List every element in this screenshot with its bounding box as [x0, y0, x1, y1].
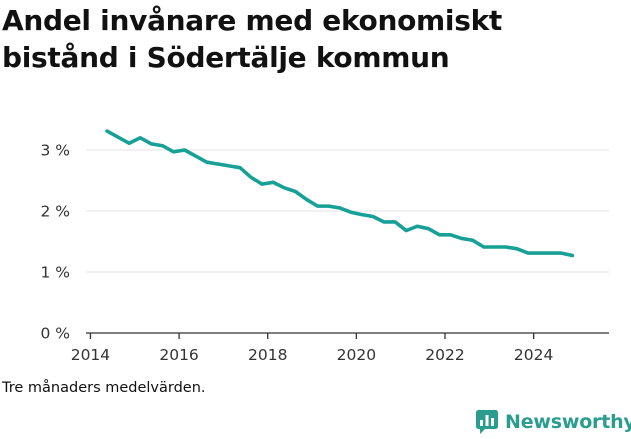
x-axis: 2014 2016 2018 2020 2022 2024 — [71, 332, 609, 364]
x-tick-label: 2024 — [514, 346, 553, 364]
series-group — [105, 129, 575, 258]
line-chart: 2014 2016 2018 2020 2022 2024 0 % 1 % 2 % 3 % — [40, 129, 609, 364]
footnote: Tre månaders medelvärden. — [2, 380, 206, 396]
y-tick-label: 2 % — [40, 203, 70, 221]
series-line — [105, 129, 575, 258]
y-tick-label: 3 % — [40, 142, 70, 160]
y-axis: 0 % 1 % 2 % 3 % — [40, 142, 70, 343]
x-tick-label: 2022 — [425, 346, 464, 364]
chart-title: Andel invånare med ekonomiskt bistånd i … — [2, 4, 503, 74]
bar-chart-speech-bubble-icon — [476, 410, 498, 434]
y-tick-label: 1 % — [40, 264, 70, 282]
y-tick-label: 0 % — [40, 325, 70, 343]
x-tick-label: 2018 — [248, 346, 287, 364]
x-tick-label: 2014 — [71, 346, 110, 364]
x-tick-label: 2016 — [159, 346, 198, 364]
brand-name: Newsworthy — [505, 411, 631, 433]
brand-logo: Newsworthy — [476, 410, 631, 434]
x-tick-label: 2020 — [337, 346, 376, 364]
